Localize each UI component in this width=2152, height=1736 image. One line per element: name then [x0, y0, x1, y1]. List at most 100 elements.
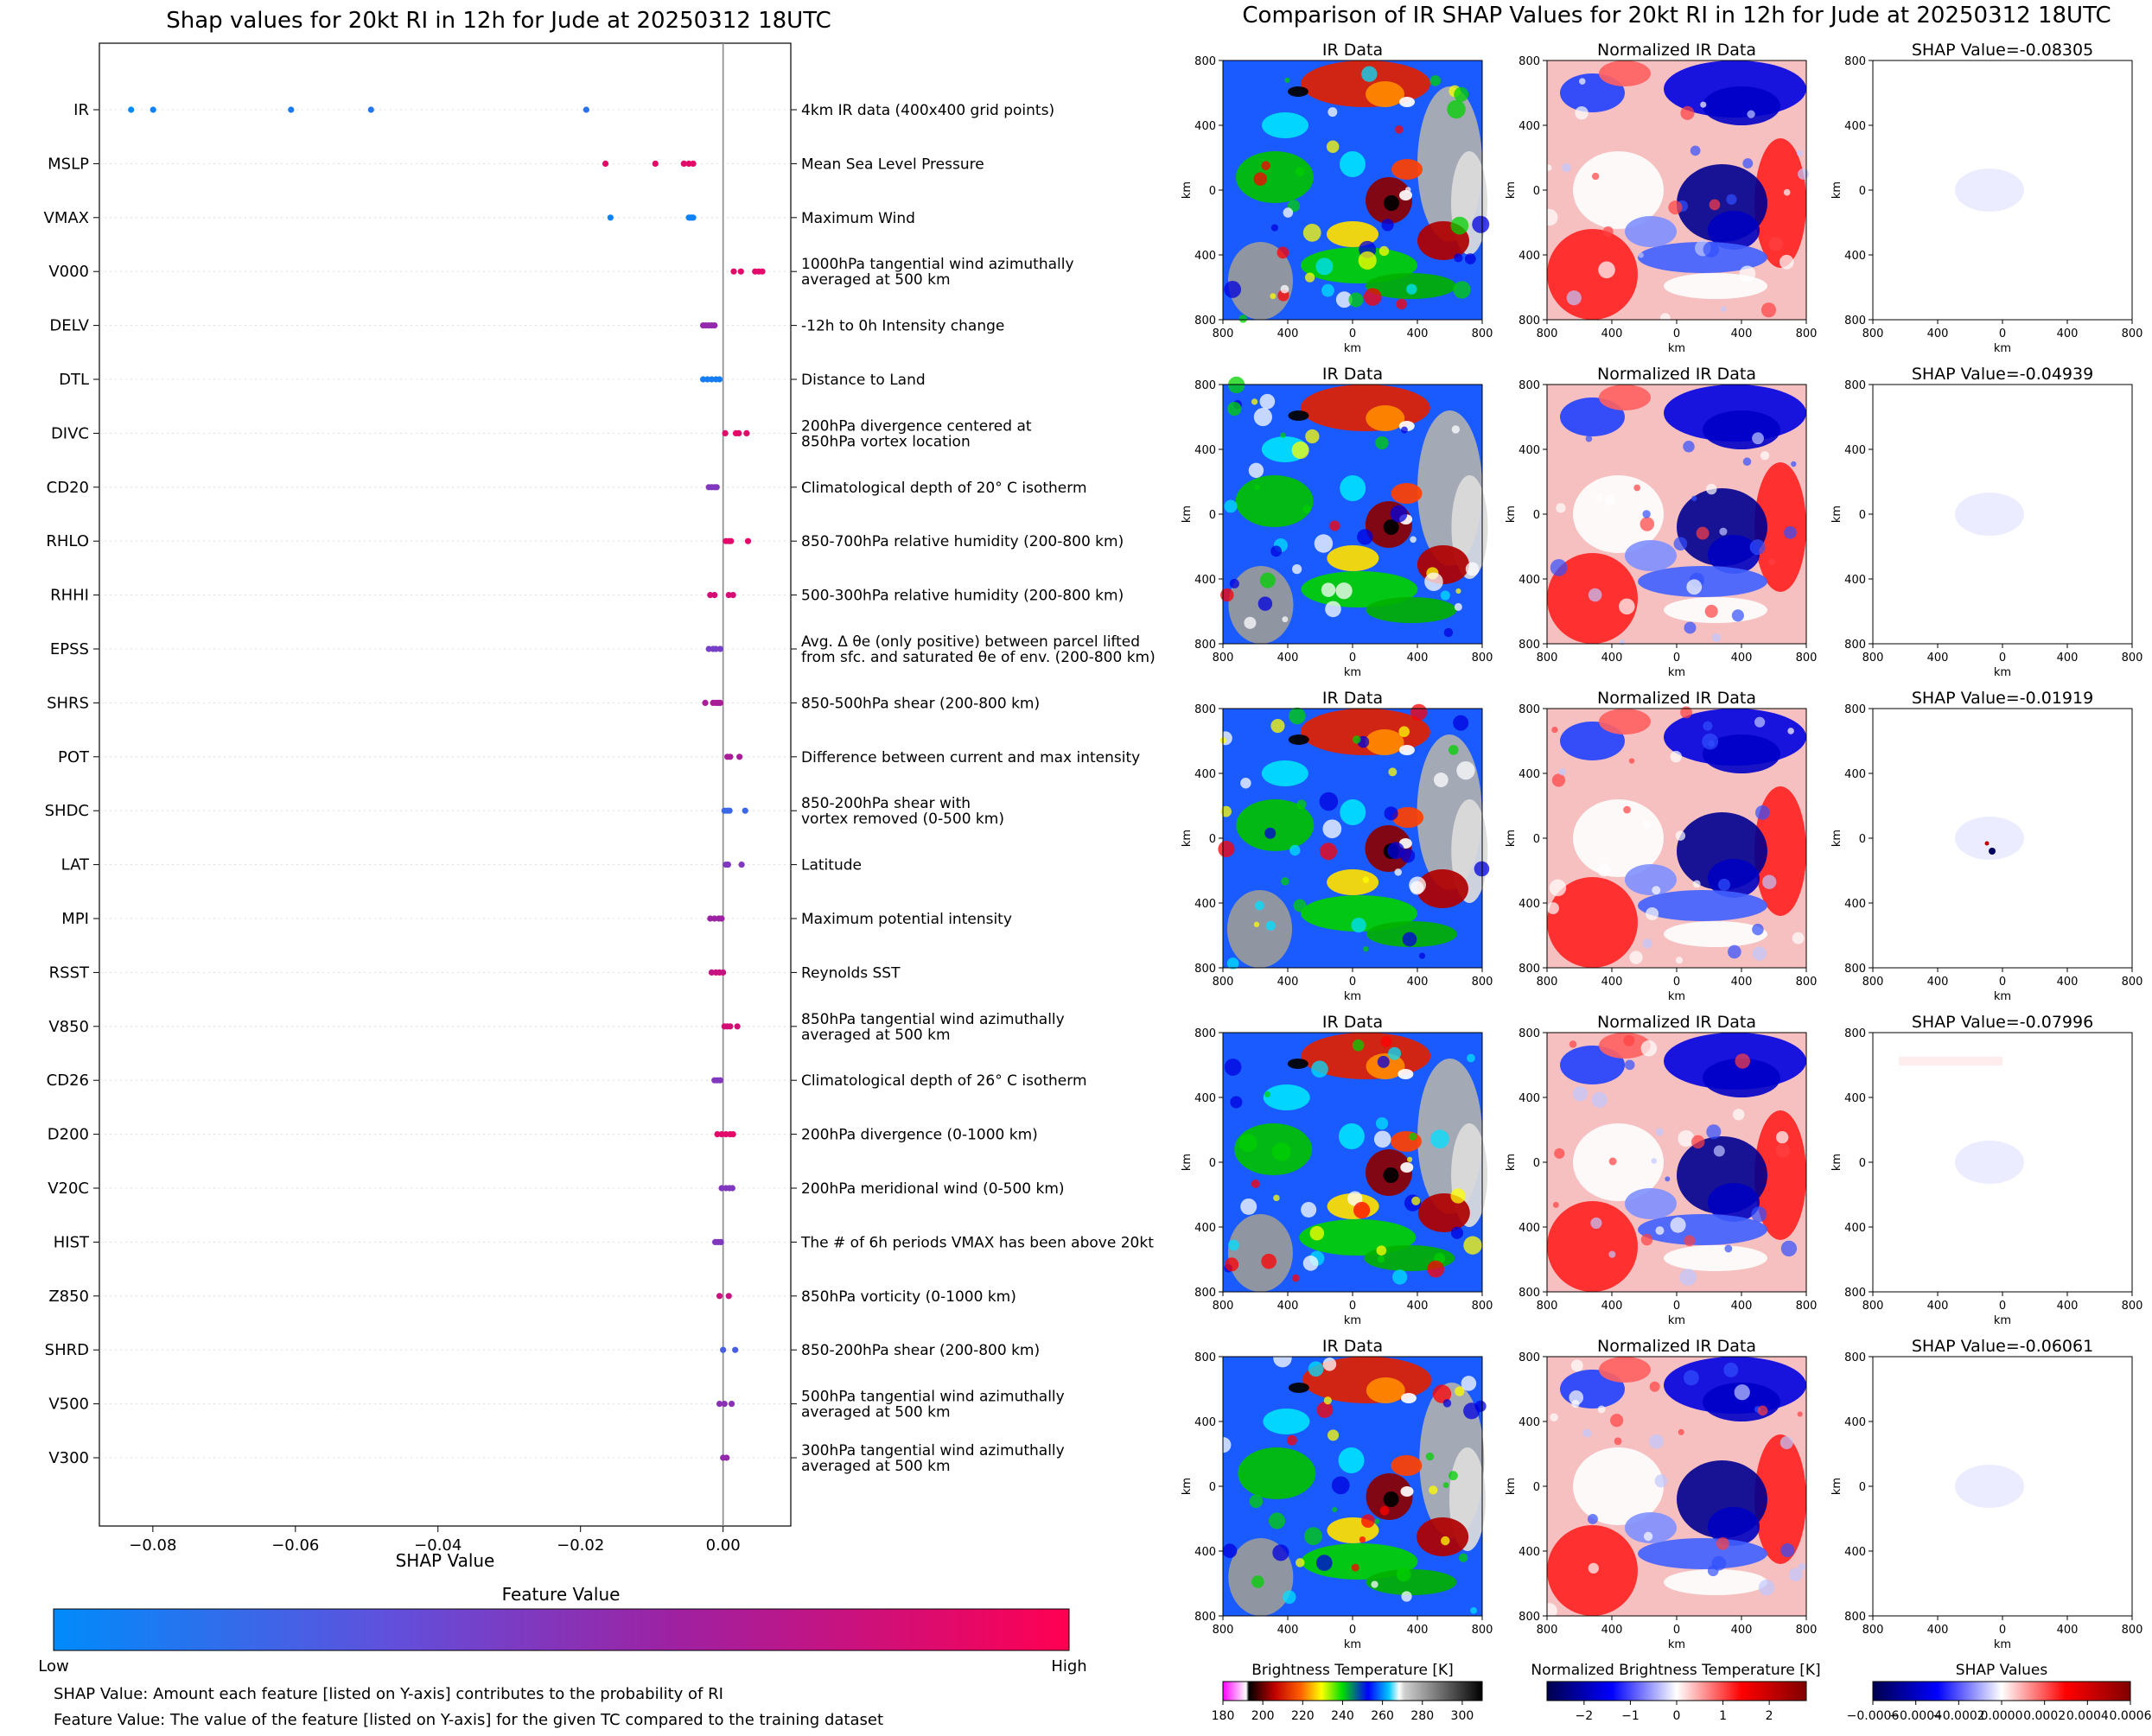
ir-cloud: [1398, 1069, 1414, 1079]
norm-speckle: [1587, 1513, 1598, 1524]
norm-speckle: [1798, 1562, 1806, 1571]
feature-description: 850-200hPa shear (200-800 km): [801, 1342, 1040, 1359]
panel-title: IR Data: [1322, 689, 1383, 708]
norm-speckle: [1655, 1226, 1665, 1236]
ir-speckle: [1335, 291, 1353, 308]
panel-x-axis-label: km: [1344, 990, 1361, 1003]
feature-description: Maximum potential intensity: [801, 911, 1012, 928]
ir-cloud: [1399, 97, 1415, 107]
norm-speckle: [1571, 1399, 1580, 1409]
panel-y-tick-label: 0: [1533, 1157, 1540, 1170]
norm-speckle: [1751, 1206, 1767, 1223]
shap-faint-field: [1955, 169, 2024, 212]
panel-x-tick-label: 400: [1601, 976, 1623, 989]
norm-field: [1754, 138, 1806, 268]
ir-speckle: [1352, 1039, 1365, 1052]
feature-description: Avg. Δ θe (only positive) between parcel…: [801, 633, 1140, 651]
ir-speckle: [1329, 520, 1340, 531]
panel-y-tick-label: 800: [1844, 1027, 1866, 1040]
norm-speckle: [1619, 598, 1635, 615]
shap-point: [288, 106, 295, 113]
shap-hotspot: [1989, 848, 1996, 855]
ir-speckle: [1259, 393, 1276, 410]
shap-faint-field: [1955, 493, 2024, 536]
shap-faint-field: [1955, 817, 2024, 860]
ir-cloud: [1366, 81, 1404, 107]
note-shap-value: SHAP Value: Amount each feature [listed …: [54, 1685, 723, 1703]
colorbar-tick-label: 280: [1410, 1709, 1434, 1723]
ir-speckle: [1272, 1544, 1289, 1561]
ir-cloud: [1391, 159, 1423, 180]
ir-speckle: [1455, 588, 1461, 595]
ir-speckle: [1295, 167, 1305, 176]
norm-speckle: [1670, 1217, 1686, 1233]
normalized-ir-panel-1: Normalized IR Data8008004004000040040080…: [1505, 41, 1817, 355]
colorbar-tick-label: 0.0006: [2110, 1709, 2152, 1723]
ir-cloud: [1301, 1543, 1418, 1580]
panel-x-tick-label: 800: [1796, 1300, 1818, 1313]
norm-field: [1547, 877, 1638, 968]
panel-y-axis-label: km: [1181, 1478, 1194, 1495]
norm-speckle: [1758, 1580, 1775, 1596]
feature-label: CD26: [47, 1071, 89, 1090]
norm-speckle: [1711, 633, 1722, 643]
x-tick-label: −0.02: [557, 1536, 604, 1555]
norm-speckle: [1675, 830, 1686, 841]
ir-speckle: [1284, 77, 1290, 83]
norm-speckle: [1549, 879, 1567, 897]
ir-speckle: [1454, 253, 1463, 263]
feature-row-mpi: MPI Maximum potential intensity: [61, 910, 1012, 928]
panel-x-tick-label: 400: [1277, 976, 1299, 989]
panel-title: IR Data: [1322, 365, 1383, 384]
ir-speckle: [1454, 86, 1469, 102]
panel-x-tick-label: 0: [1999, 652, 2006, 665]
panel-y-tick-label: 400: [1518, 1222, 1540, 1235]
norm-speckle: [1623, 1034, 1635, 1046]
ir-cloud: [1261, 760, 1308, 786]
ir-cloud: [1301, 571, 1418, 607]
panel-x-tick-label: 400: [1731, 976, 1753, 989]
panel-y-tick-label: 400: [1518, 1546, 1540, 1559]
ir-speckle: [1425, 1452, 1435, 1461]
ir-speckle: [1304, 1527, 1322, 1546]
shap-point: [735, 429, 742, 436]
panel-x-tick-label: 0: [1673, 652, 1680, 665]
shap-point: [704, 376, 711, 383]
feature-label: V500: [48, 1396, 89, 1414]
shap-map-panel-3: SHAP Value=-0.01919800800400400004004008…: [1830, 689, 2142, 1003]
feature-description: averaged at 500 km: [801, 1458, 951, 1475]
shap-point: [720, 1346, 727, 1353]
norm-speckle: [1760, 451, 1770, 461]
ir-speckle: [1251, 398, 1258, 405]
norm-speckle: [1779, 254, 1794, 270]
norm-speckle: [1704, 604, 1718, 618]
norm-speckle: [1590, 1217, 1602, 1230]
panel-x-tick-label: 800: [2122, 1300, 2143, 1313]
ir-speckle: [1321, 283, 1334, 297]
ir-speckle: [1261, 1253, 1277, 1269]
ir-cloud: [1391, 483, 1423, 504]
norm-field: [1573, 475, 1664, 553]
shap-map-panel-1: SHAP Value=-0.08305800800400400004004008…: [1830, 41, 2142, 355]
feature-row-cd20: CD20 Climatological depth of 20° C isothe…: [47, 479, 1087, 497]
shap-point: [714, 1131, 721, 1138]
feature-description: 850-700hPa relative humidity (200-800 km…: [801, 533, 1124, 550]
panel-title: IR Data: [1322, 1013, 1383, 1032]
norm-speckle: [1719, 527, 1728, 536]
ir-speckle: [1240, 1198, 1257, 1215]
norm-speckle: [1547, 902, 1559, 914]
panel-y-tick-label: 400: [1194, 1546, 1216, 1559]
feature-row-shrd: SHRD 850-200hPa shear (200-800 km): [45, 1341, 1040, 1359]
ir-speckle: [1325, 601, 1341, 618]
feature-row-delv: DELV -12h to 0h Intensity change: [49, 317, 1004, 335]
panel-title: IR Data: [1322, 1337, 1383, 1356]
shap-point: [723, 1454, 730, 1461]
panel-y-tick-label: 800: [1844, 379, 1866, 392]
norm-speckle: [1702, 733, 1719, 750]
panel-y-tick-label: 800: [1844, 1287, 1866, 1300]
panel-y-tick-label: 0: [1859, 1481, 1866, 1494]
ir-speckle: [1248, 462, 1264, 479]
ir-speckle: [1291, 1274, 1300, 1282]
panel-y-tick-label: 0: [1533, 185, 1540, 198]
